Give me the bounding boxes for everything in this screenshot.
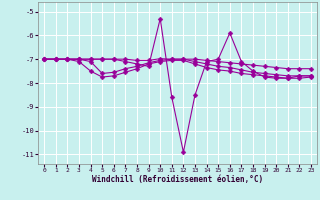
X-axis label: Windchill (Refroidissement éolien,°C): Windchill (Refroidissement éolien,°C)	[92, 175, 263, 184]
